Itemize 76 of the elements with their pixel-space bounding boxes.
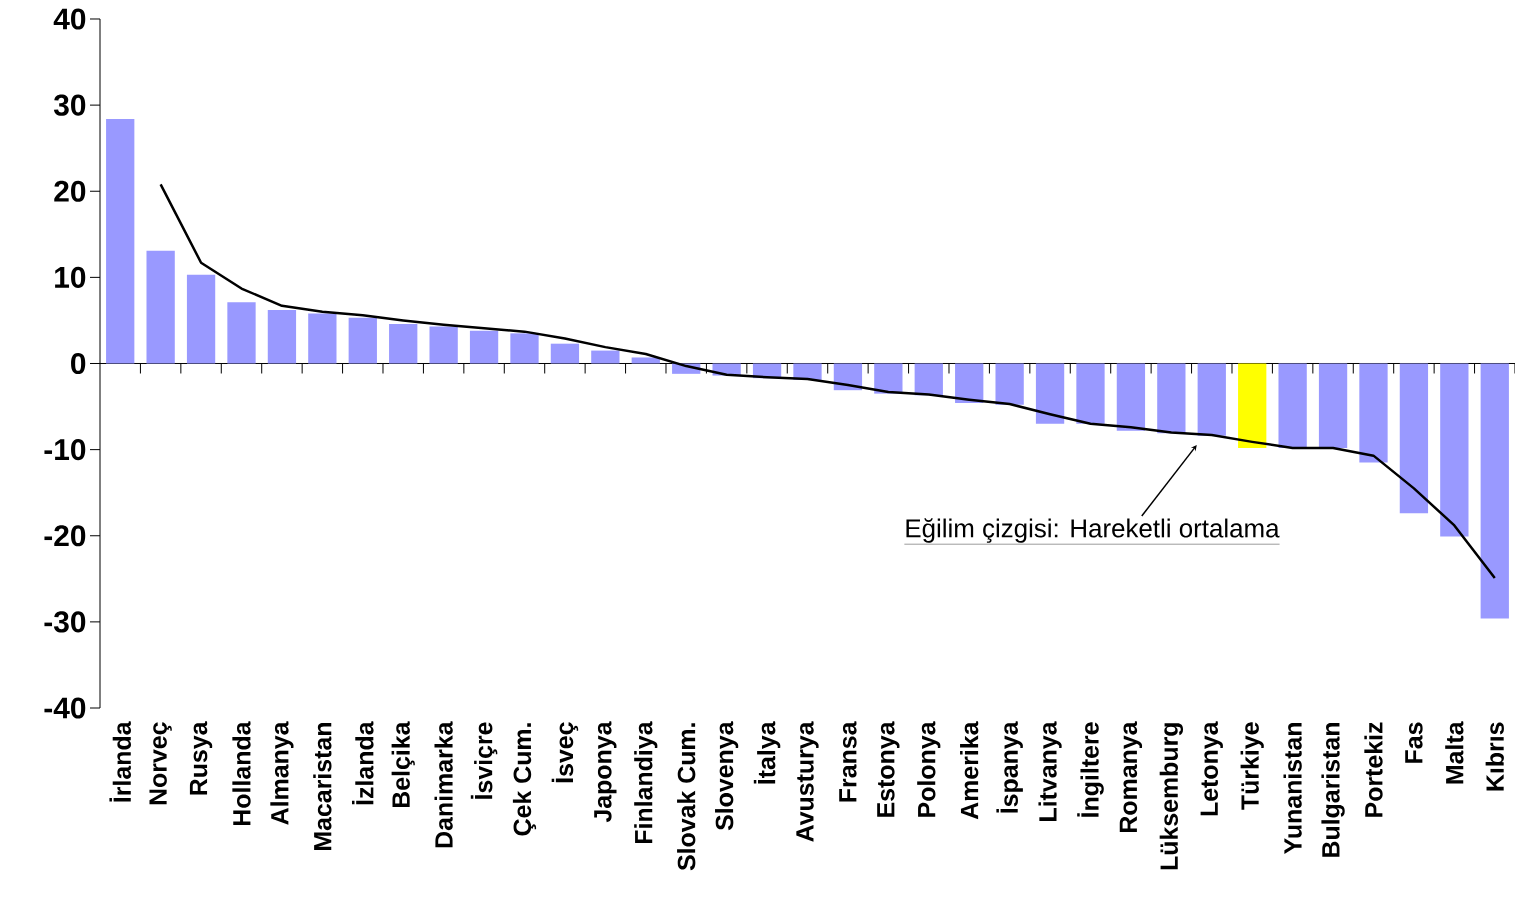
x-tick-label: Danimarka [434, 721, 453, 848]
bar [1359, 363, 1388, 463]
y-tick-label: -20 [44, 525, 86, 547]
bar [146, 250, 175, 364]
bar [1076, 363, 1105, 424]
annotation: Eğilim çizgisi: Hareketli ortalama [906, 518, 1280, 543]
x-tick-label: Japonya [594, 721, 617, 823]
bar [1480, 363, 1509, 619]
x-tick-label: Yunanistan [1283, 723, 1302, 854]
x-tick-label: Fransa [839, 721, 857, 802]
x-tick-label: İsviçre [470, 722, 498, 799]
x-tick-label: Portekiz [1364, 722, 1383, 817]
x-tick-label: İngiltere [1077, 722, 1104, 817]
bar [1399, 363, 1429, 514]
x-tick-label: Fas [1405, 722, 1423, 763]
bar [631, 357, 660, 364]
x-tick-label: Estonya [877, 721, 900, 817]
x-tick-label: Letonya [1200, 721, 1223, 816]
y-tick-label: -30 [44, 611, 86, 633]
x-tick-label: Türkiye [1240, 722, 1264, 810]
y-tick-label: 30 [53, 94, 86, 116]
x-tick-label: İrlanda [109, 721, 132, 802]
bar [1035, 363, 1065, 424]
y-tick-label: 40 [53, 8, 86, 30]
x-tick-label: Avusturya [796, 721, 819, 842]
x-tick-label: Çek Cum. [512, 723, 537, 836]
y-tick-label: 0 [71, 352, 86, 375]
y-tick-label: 10 [55, 266, 86, 288]
bar [1197, 363, 1226, 436]
bar [389, 323, 418, 364]
x-tick-label: Norveç [149, 722, 172, 805]
bar [874, 363, 903, 394]
x-tick-label: Slovak Cum. [677, 723, 696, 871]
bar [1440, 363, 1469, 537]
bar [833, 363, 863, 391]
x-tick-label: İspanya [996, 721, 1023, 813]
bar [995, 363, 1024, 405]
bar [469, 330, 499, 364]
x-tick-label: Lüksemburg [1159, 723, 1184, 870]
y-tick-label: 20 [54, 180, 86, 202]
x-tick-label: Macaristan [313, 723, 332, 850]
x-tick-label: İzlanda [352, 721, 374, 805]
bar [106, 118, 135, 364]
x-tick-label: Hollanda [232, 721, 251, 826]
bar [1318, 363, 1348, 448]
bar [550, 343, 580, 364]
bar [267, 310, 297, 364]
bar [1238, 363, 1267, 448]
bar [227, 302, 256, 364]
x-tick-label: Kıbrıs [1485, 722, 1504, 791]
x-tick-label: Almanya [270, 721, 294, 825]
x-tick-label: İsveç [551, 722, 579, 783]
bar [186, 274, 216, 364]
x-tick-label: Belçika [391, 721, 415, 808]
bar [914, 363, 943, 396]
bar [1157, 363, 1186, 434]
x-tick-label: Litvanya [1038, 721, 1062, 821]
x-tick-label: Malta [1445, 721, 1464, 784]
y-tick-label: -40 [44, 697, 86, 719]
bar [1278, 363, 1307, 448]
x-tick-label: Bulgaristan [1321, 723, 1345, 857]
x-tick-label: Amerika [960, 721, 979, 820]
x-tick-label: İtalya [753, 721, 781, 784]
bar [1116, 363, 1146, 431]
bar [955, 363, 984, 404]
x-tick-label: Polonya [917, 721, 941, 817]
bar [308, 313, 337, 364]
x-tick-label: Slovenya [715, 721, 739, 831]
x-tick-label: Rusya [189, 721, 213, 795]
y-tick-label: -10 [44, 439, 86, 461]
x-tick-label: Romanya [1119, 721, 1143, 832]
bar [348, 317, 377, 364]
x-tick-label: Finlandiya [634, 721, 658, 844]
bar [429, 326, 458, 364]
bar [591, 350, 620, 364]
bar [510, 333, 539, 364]
